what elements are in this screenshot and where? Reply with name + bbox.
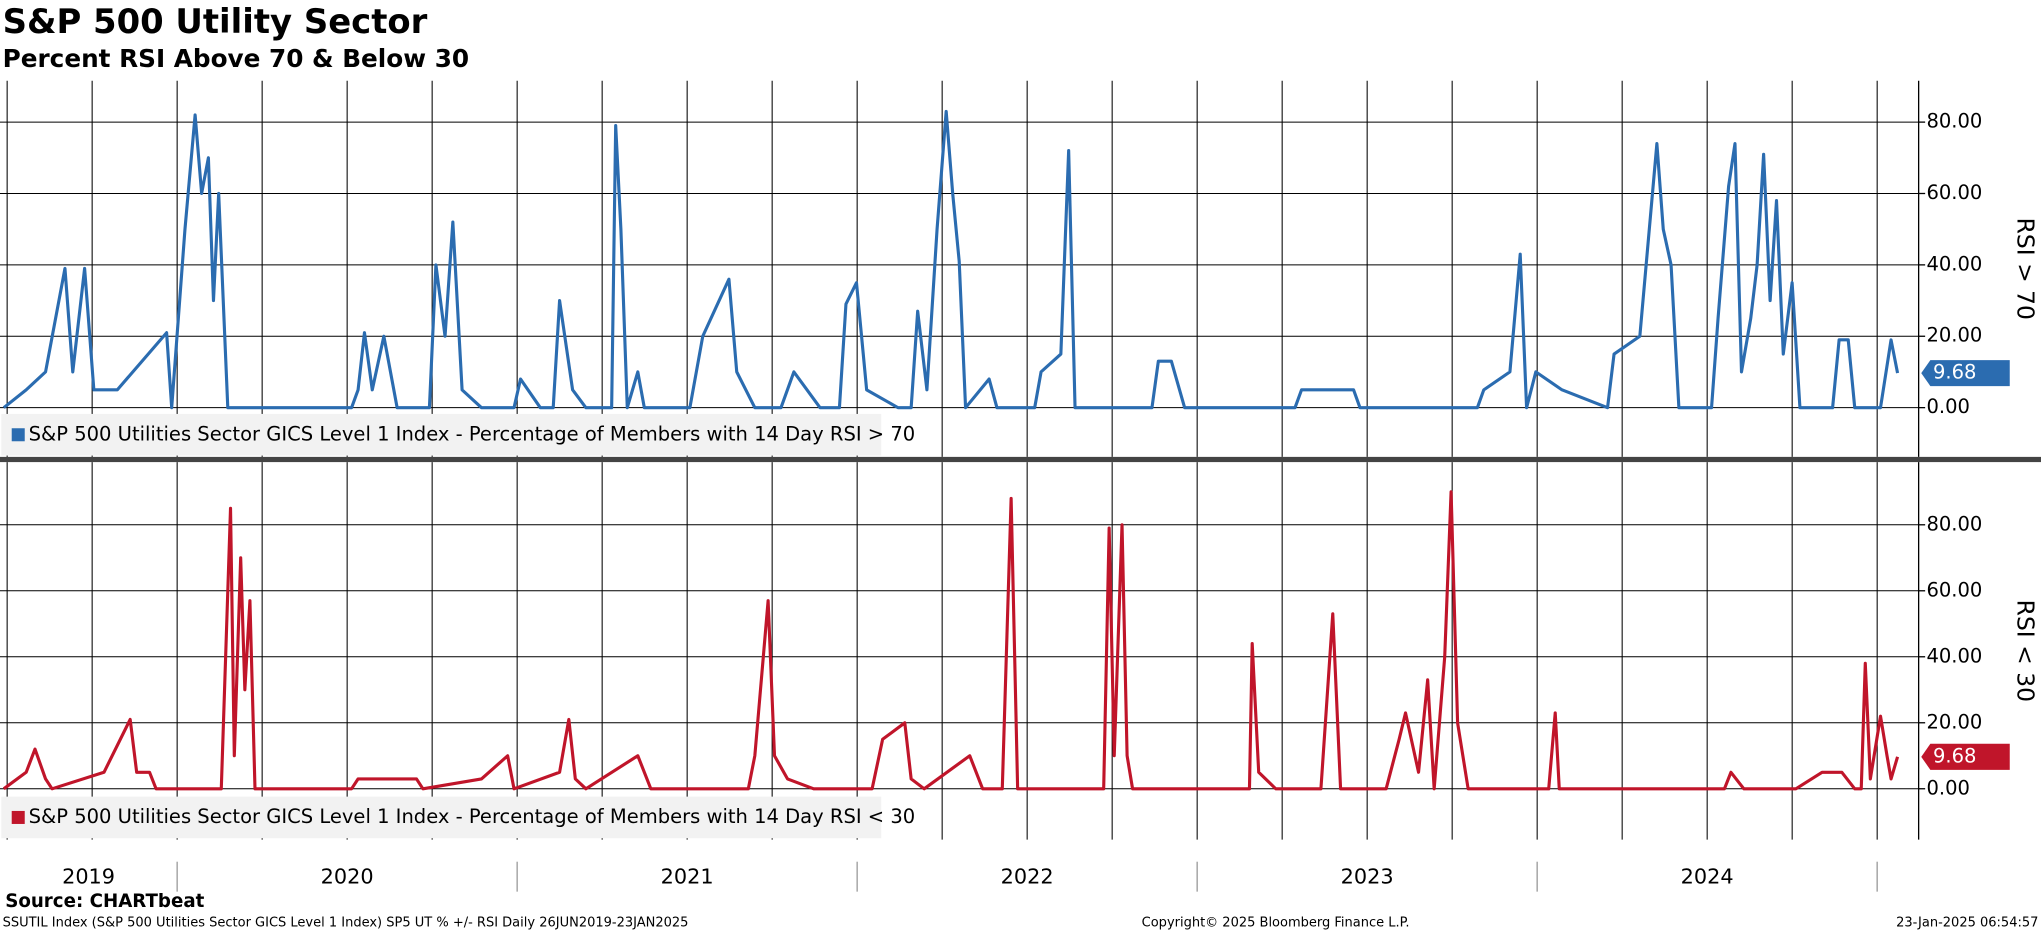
x-tick-label: 2022	[1001, 864, 1054, 888]
x-tick-label: 2019	[62, 864, 115, 888]
x-tick-label: 2024	[1681, 864, 1734, 888]
legend-box	[1, 796, 882, 839]
line	[2, 490, 1900, 791]
y-tick-label: 60.00	[1926, 578, 1982, 601]
source: Source: CHARTbeat	[5, 891, 204, 912]
y-tick-label: 0.00	[1926, 776, 1969, 799]
legend-label: S&P 500 Utilities Sector GICS Level 1 In…	[29, 805, 916, 828]
chart-title: S&P 500 Utility Sector	[3, 2, 428, 41]
legend-box	[1, 413, 882, 456]
last-value-tag	[1921, 360, 2010, 387]
y-tick-label: 80.00	[1926, 512, 1982, 535]
y-tick-label: 40.00	[1926, 252, 1982, 275]
line	[2, 109, 1900, 410]
y-tick-label: 40.00	[1926, 644, 1982, 667]
x-tick-label: 2021	[661, 864, 714, 888]
chart-subtitle: Percent RSI Above 70 & Below 30	[3, 44, 470, 73]
y-tick-label: 20.00	[1926, 710, 1982, 733]
footer-description: SSUTIL Index (S&P 500 Utilities Sector G…	[3, 915, 689, 930]
last-value-label: 9.68	[1933, 361, 1976, 384]
legend-swatch	[11, 810, 25, 824]
x-tick-label: 2023	[1341, 864, 1394, 888]
panel-separator	[0, 456, 2041, 463]
axis-label: RSI < 30	[2012, 600, 2040, 702]
axis-label: RSI > 70	[2012, 218, 2040, 320]
y-tick-label: 20.00	[1926, 324, 1982, 347]
y-tick-label: 60.00	[1926, 181, 1982, 204]
legend-swatch	[11, 428, 25, 442]
x-tick-label: 2020	[321, 864, 374, 888]
timestamp: 23-Jan-2025 06:54:57	[1896, 915, 2038, 930]
copyright: Copyright© 2025 Bloomberg Finance L.P.	[1142, 915, 1410, 930]
last-value-label: 9.68	[1933, 744, 1976, 767]
last-value-tag	[1921, 743, 2010, 770]
legend-label: S&P 500 Utilities Sector GICS Level 1 In…	[29, 422, 916, 445]
y-tick-label: 80.00	[1926, 110, 1982, 133]
y-tick-label: 0.00	[1926, 395, 1969, 418]
